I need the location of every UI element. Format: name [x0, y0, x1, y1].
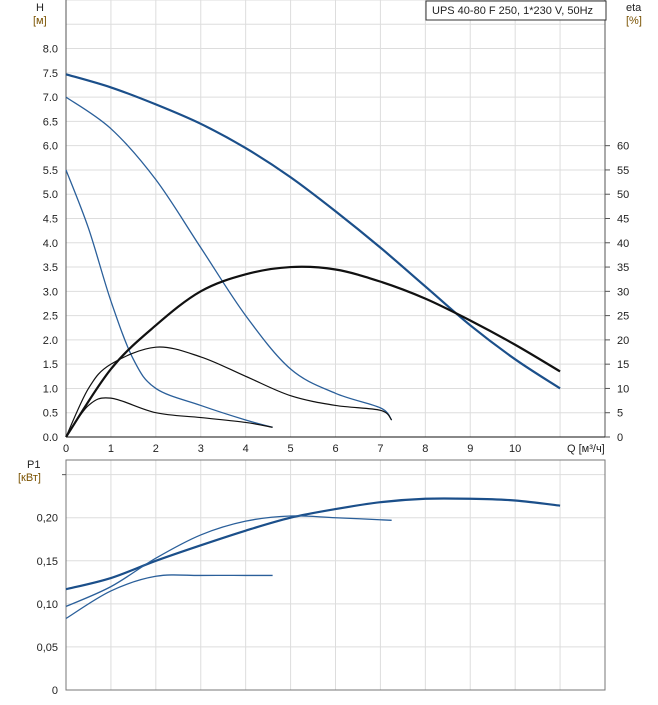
p1-tick-label: 0,15 — [37, 556, 58, 568]
x-tick-label: 3 — [198, 443, 204, 455]
eta-axis-unit: [%] — [626, 15, 642, 27]
efficiency-curve — [65, 397, 273, 438]
x-tick-label: 9 — [467, 443, 473, 455]
x-tick-label: 10 — [509, 443, 521, 455]
eta-tick-label: 45 — [617, 214, 629, 226]
eta-tick-label: 40 — [617, 238, 629, 250]
eta-tick-label: 30 — [617, 286, 629, 298]
efficiency-curve — [65, 346, 393, 438]
h-tick-label: 4.0 — [43, 238, 58, 250]
h-tick-label: 5.0 — [43, 189, 58, 201]
power-curve — [65, 574, 273, 620]
h-axis-label: H — [36, 2, 44, 14]
p1-axis-label: P1 — [27, 459, 40, 471]
q-axis-label: Q [м³/ч] — [567, 443, 605, 455]
h-tick-label: 7.5 — [43, 68, 58, 80]
p1-tick-label: 0,20 — [37, 513, 58, 525]
eta-tick-label: 5 — [617, 408, 623, 420]
eta-axis-label: eta — [626, 2, 642, 14]
chart-title: UPS 40-80 F 250, 1*230 V, 50Hz — [432, 5, 593, 17]
power-curve — [65, 515, 392, 608]
h-tick-label: 6.5 — [43, 116, 58, 128]
p1-tick-label: 0,10 — [37, 599, 58, 611]
eta-tick-label: 20 — [617, 335, 629, 347]
h-tick-label: 0.5 — [43, 408, 58, 420]
eta-tick-label: 35 — [617, 262, 629, 274]
h-tick-label: 3.5 — [43, 262, 58, 274]
eta-tick-label: 55 — [617, 165, 629, 177]
p1-axis-unit: [кВт] — [18, 472, 41, 484]
h-tick-label: 4.5 — [43, 214, 58, 226]
x-tick-label: 0 — [63, 443, 69, 455]
h-tick-label: 8.0 — [43, 44, 58, 56]
eta-tick-label: 10 — [617, 383, 629, 395]
h-tick-label: 7.0 — [43, 92, 58, 104]
h-tick-label: 5.5 — [43, 165, 58, 177]
x-tick-label: 5 — [288, 443, 294, 455]
eta-tick-label: 0 — [617, 432, 623, 444]
x-tick-label: 1 — [108, 443, 114, 455]
x-tick-label: 6 — [332, 443, 338, 455]
p1-plot-frame — [65, 459, 606, 691]
head-curve — [65, 169, 273, 428]
power-curve — [65, 497, 561, 591]
eta-tick-label: 25 — [617, 311, 629, 323]
h-tick-label: 6.0 — [43, 141, 58, 153]
title-box — [425, 0, 607, 21]
eta-tick-label: 15 — [617, 359, 629, 371]
h-tick-label: 2.5 — [43, 311, 58, 323]
x-tick-label: 7 — [377, 443, 383, 455]
x-tick-label: 4 — [243, 443, 249, 455]
head-curve — [65, 96, 393, 421]
h-tick-label: 1.5 — [43, 359, 58, 371]
eta-tick-label: 60 — [617, 141, 629, 153]
p1-tick-label: 0,05 — [37, 642, 58, 654]
head-curve — [65, 73, 561, 390]
x-tick-label: 8 — [422, 443, 428, 455]
eta-tick-label: 50 — [617, 189, 629, 201]
p1-tick-label: 0 — [52, 685, 58, 697]
h-tick-label: 0.0 — [43, 432, 58, 444]
x-tick-label: 2 — [153, 443, 159, 455]
h-tick-label: 3.0 — [43, 286, 58, 298]
h-tick-label: 2.0 — [43, 335, 58, 347]
h-axis-unit: [м] — [33, 15, 47, 27]
efficiency-curve — [65, 265, 561, 438]
h-tick-label: 1.0 — [43, 383, 58, 395]
